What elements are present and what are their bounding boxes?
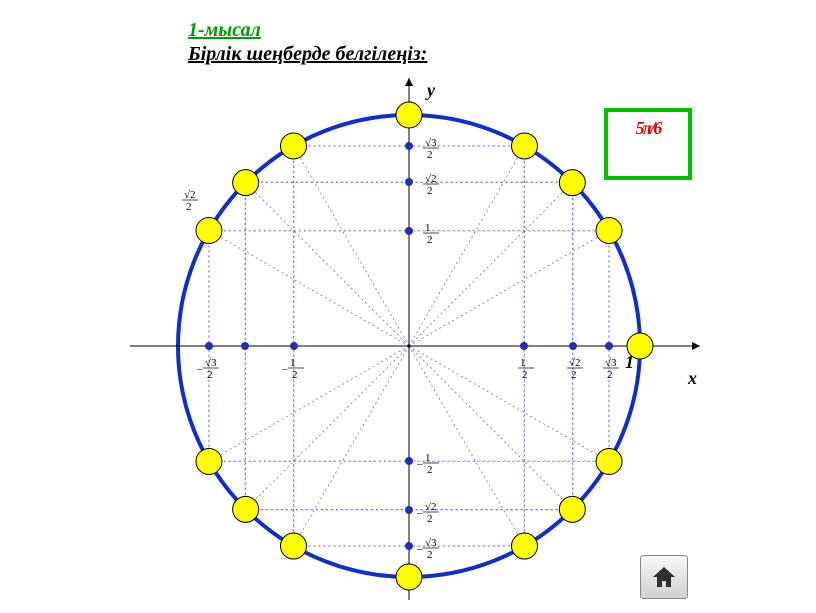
svg-text:–: – xyxy=(281,363,288,375)
svg-text:2: 2 xyxy=(186,201,192,213)
svg-text:1: 1 xyxy=(290,357,296,369)
svg-text:–: – xyxy=(416,458,423,470)
svg-text:2: 2 xyxy=(427,464,433,476)
svg-text:1: 1 xyxy=(425,222,431,234)
svg-text:1: 1 xyxy=(520,357,526,369)
svg-text:√3: √3 xyxy=(205,357,217,369)
svg-text:2: 2 xyxy=(571,369,577,381)
svg-text:y: y xyxy=(425,80,436,100)
svg-text:√3: √3 xyxy=(425,137,437,149)
svg-text:√3: √3 xyxy=(605,357,617,369)
answer-box: 5π/6 xyxy=(604,108,692,180)
svg-text:2: 2 xyxy=(292,369,298,381)
svg-text:√2: √2 xyxy=(184,189,196,201)
svg-text:2: 2 xyxy=(207,369,213,381)
svg-text:2: 2 xyxy=(427,513,433,525)
svg-text:2: 2 xyxy=(607,369,613,381)
answer-text: 5π/6 xyxy=(636,118,661,138)
svg-text:2: 2 xyxy=(427,149,433,161)
svg-text:1: 1 xyxy=(425,452,431,464)
unit-circle-diagram: yx1 12√22√32–12–√3212√22√32–12–√22–√32√2… xyxy=(0,0,816,613)
svg-text:√2: √2 xyxy=(425,173,437,185)
home-icon xyxy=(651,565,677,589)
svg-text:–: – xyxy=(196,363,203,375)
svg-text:–: – xyxy=(416,543,423,555)
svg-text:√2: √2 xyxy=(425,501,437,513)
svg-text:2: 2 xyxy=(427,185,433,197)
home-button[interactable] xyxy=(640,555,688,599)
svg-text:2: 2 xyxy=(522,369,528,381)
svg-text:√2: √2 xyxy=(569,357,581,369)
svg-text:x: x xyxy=(687,368,697,388)
svg-text:2: 2 xyxy=(427,549,433,561)
svg-text:2: 2 xyxy=(427,234,433,246)
svg-text:–: – xyxy=(416,507,423,519)
svg-text:√3: √3 xyxy=(425,537,437,549)
